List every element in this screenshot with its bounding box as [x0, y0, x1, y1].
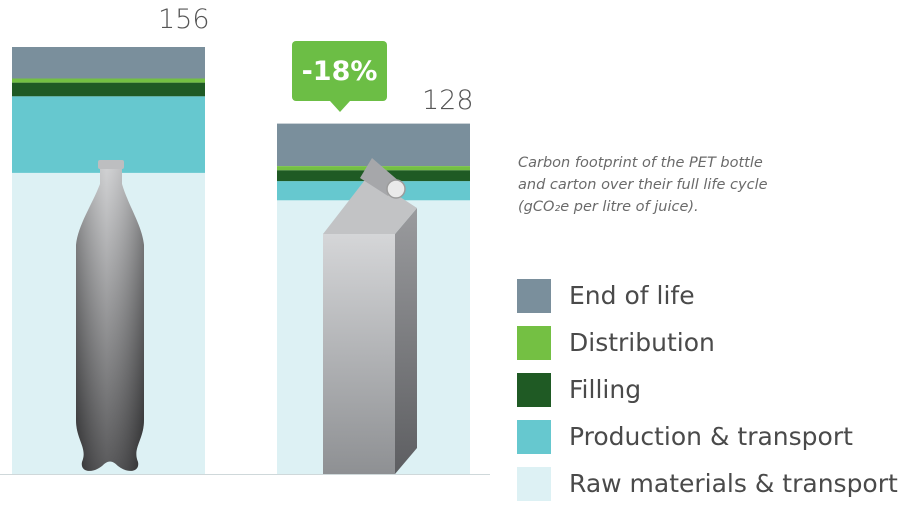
bar-segment-carton-end-of-life	[277, 123, 470, 166]
bar-segment-bottle-filling	[12, 82, 205, 97]
legend-label-raw-materials-transport: Raw materials & transport	[569, 469, 898, 498]
legend-label-end-of-life: End of life	[569, 281, 695, 310]
legend-label-production-transport: Production & transport	[569, 422, 853, 451]
bar-segment-bottle-end-of-life	[12, 47, 205, 79]
reduction-callout: -18%	[292, 41, 387, 112]
legend-item-filling: Filling	[517, 366, 898, 413]
legend-swatch-distribution	[517, 325, 551, 360]
carton-total-label: 128	[422, 85, 474, 116]
bar-segment-bottle-distribution	[12, 78, 205, 83]
caption-line-2: and carton over their full life cycle	[518, 177, 768, 193]
legend-item-raw-materials-transport: Raw materials & transport	[517, 460, 898, 507]
legend-swatch-raw-materials-transport	[517, 466, 551, 501]
bottle-total-label: 156	[158, 4, 210, 35]
caption-line-1: Carbon footprint of the PET bottle	[518, 155, 763, 171]
legend-item-distribution: Distribution	[517, 319, 898, 366]
legend-item-production-transport: Production & transport	[517, 413, 898, 460]
bottle-icon	[76, 160, 144, 471]
legend-swatch-production-transport	[517, 419, 551, 454]
legend-label-distribution: Distribution	[569, 328, 715, 357]
legend-label-filling: Filling	[569, 375, 642, 404]
stacked-bar-chart	[0, 47, 490, 475]
chart-caption: Carbon footprint of the PET bottle and c…	[518, 152, 848, 218]
caption-line-3: (gCO₂e per litre of juice).	[518, 199, 699, 215]
legend-item-end-of-life: End of life	[517, 272, 898, 319]
legend-swatch-end-of-life	[517, 278, 551, 313]
legend: End of life Distribution Filling Product…	[517, 272, 898, 507]
legend-swatch-filling	[517, 372, 551, 407]
reduction-callout-text: -18%	[301, 55, 378, 87]
carton-icon	[323, 158, 417, 474]
